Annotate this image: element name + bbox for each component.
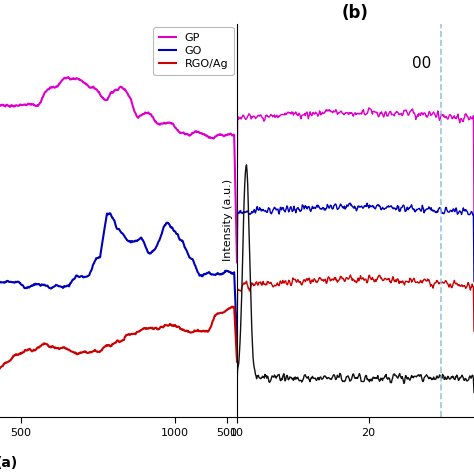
Text: 00: 00 [412,56,431,71]
GO [122,234,128,239]
GO [48,286,54,292]
Line: GP: GP [0,77,237,263]
Text: (a): (a) [0,456,18,471]
GO [151,247,156,253]
GP [122,86,128,92]
RGO/Ag [121,337,127,343]
RGO/Ag [229,304,235,310]
Line: RGO/Ag: RGO/Ag [0,307,237,410]
RGO/Ag [150,326,156,331]
RGO/Ag [48,345,54,350]
GP [151,116,156,121]
RGO/Ag [234,359,240,365]
Line: GO: GO [0,213,237,342]
GP [48,85,54,91]
GO [234,339,240,345]
GO [107,210,113,216]
GP [65,74,71,80]
Legend: GP, GO, RGO/Ag: GP, GO, RGO/Ag [154,27,234,75]
GO [94,255,100,261]
GP [95,89,101,94]
RGO/Ag [94,349,100,355]
Title: (b): (b) [342,4,369,22]
Y-axis label: Intensity (a.u.): Intensity (a.u.) [223,179,233,262]
GP [234,260,240,265]
